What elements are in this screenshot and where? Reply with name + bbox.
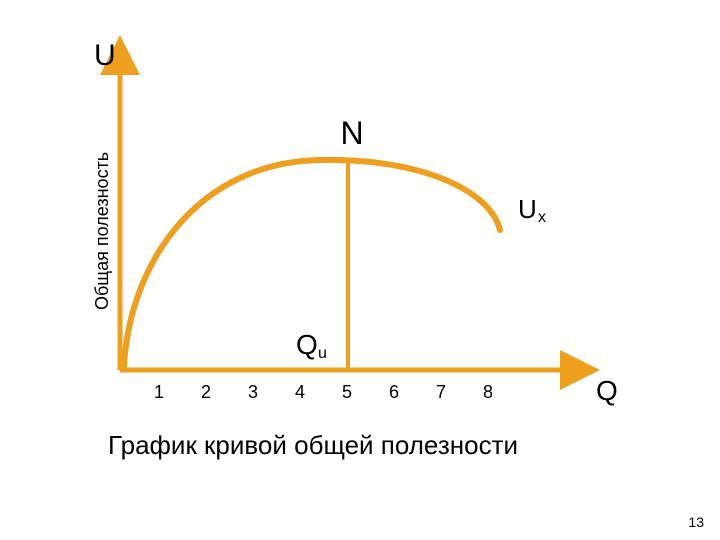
qu-main: Q xyxy=(296,329,318,360)
y-axis-label: U xyxy=(94,39,116,72)
x-tick-3: 3 xyxy=(248,382,258,402)
page-number: 13 xyxy=(688,514,704,530)
peak-label-n: N xyxy=(340,115,363,151)
x-axis-ticks: 1 2 3 4 5 6 7 8 xyxy=(154,382,493,402)
chart-container: 1 2 3 4 5 6 7 8 U Q N U x Q u Общая поле… xyxy=(0,0,720,540)
curve-label-ux: U x xyxy=(518,194,546,226)
x-tick-2: 2 xyxy=(201,382,211,402)
x-tick-6: 6 xyxy=(389,382,399,402)
x-tick-5: 5 xyxy=(342,382,352,402)
x-tick-4: 4 xyxy=(295,382,305,402)
x-tick-7: 7 xyxy=(436,382,446,402)
y-axis-vertical-text: Общая полезность xyxy=(92,152,113,310)
chart-caption: График кривой общей полезности xyxy=(108,430,518,461)
q-label-qu: Q u xyxy=(296,329,327,362)
qu-sub: u xyxy=(318,345,327,362)
ux-sub: x xyxy=(538,209,546,226)
ux-main: U xyxy=(518,194,537,224)
x-tick-8: 8 xyxy=(483,382,493,402)
x-axis-label: Q xyxy=(596,375,618,406)
x-tick-1: 1 xyxy=(154,382,164,402)
